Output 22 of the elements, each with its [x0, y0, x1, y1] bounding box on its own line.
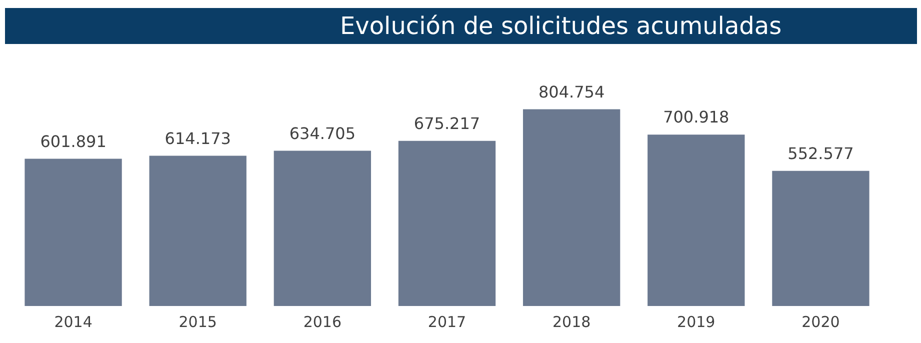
- bar: [772, 170, 870, 306]
- x-tick-label: 2016: [303, 312, 342, 331]
- x-tick-label: 2014: [54, 312, 92, 331]
- bar: [648, 134, 745, 306]
- x-tick-label: 2018: [552, 312, 591, 331]
- data-label: 552.577: [788, 144, 854, 164]
- bar: [274, 150, 372, 306]
- bar: [522, 109, 620, 306]
- x-tick-label: 2017: [428, 312, 466, 331]
- x-tick-label: 2015: [178, 312, 217, 331]
- x-tick-label: 2019: [677, 312, 716, 331]
- data-label: 634.705: [289, 124, 356, 143]
- data-label: 700.918: [663, 108, 730, 127]
- data-label: 614.173: [164, 128, 231, 148]
- bar: [149, 156, 246, 306]
- x-tick-label: 2020: [802, 312, 840, 331]
- data-label: 601.891: [40, 132, 106, 151]
- chart-title: Evolución de solicitudes acumuladas: [5, 8, 917, 44]
- bar: [398, 140, 496, 306]
- bar: [24, 158, 122, 306]
- data-label: 804.754: [538, 82, 605, 102]
- data-label: 675.217: [414, 114, 480, 134]
